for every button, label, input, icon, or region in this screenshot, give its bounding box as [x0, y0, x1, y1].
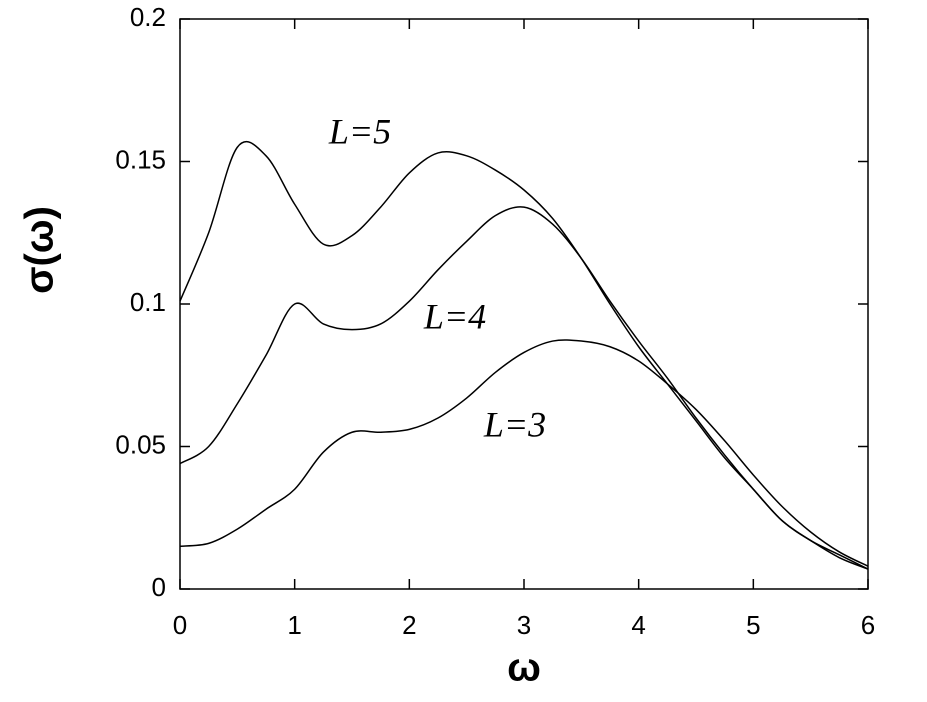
x-tick-label: 5 [746, 610, 760, 640]
x-tick-label: 2 [402, 610, 416, 640]
y-tick-label: 0 [152, 572, 166, 602]
y-tick-label: 0.1 [130, 287, 166, 317]
x-axis-label: ω [507, 646, 541, 690]
line-series [179, 141, 869, 570]
y-axis-label: σ(ω) [18, 206, 62, 294]
y-tick-label: 0.05 [115, 429, 166, 459]
series-label: L=4 [423, 296, 486, 336]
line-series [179, 206, 869, 570]
series-label: L=3 [483, 404, 546, 444]
x-tick-label: 1 [287, 610, 301, 640]
line-series [179, 339, 869, 567]
x-tick-label: 0 [173, 610, 187, 640]
y-tick-label: 0.2 [130, 2, 166, 32]
x-tick-label: 4 [631, 610, 645, 640]
y-tick-label: 0.15 [115, 144, 166, 174]
series-label: L=5 [328, 111, 391, 151]
x-tick-label: 3 [517, 610, 531, 640]
x-tick-label: 6 [861, 610, 875, 640]
